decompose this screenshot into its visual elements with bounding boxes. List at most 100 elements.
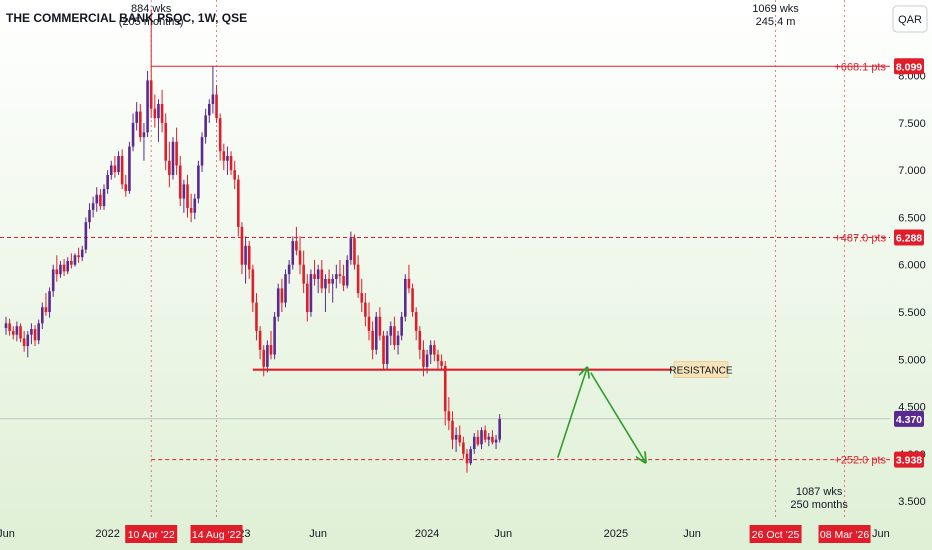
x-highlight-badge <box>818 525 871 543</box>
candle-body <box>258 330 262 350</box>
price-badge-label: 8.099 <box>896 61 922 73</box>
price-badge-label: 6.288 <box>896 232 922 244</box>
candle-body <box>305 283 309 312</box>
resistance-label-text: RESISTANCE <box>669 366 732 377</box>
chart-title: THE COMMERCIAL BANK PSQC, 1W, QSE <box>6 11 247 25</box>
candle-body <box>109 165 113 175</box>
candle-body <box>276 288 280 317</box>
candle-body <box>91 203 95 210</box>
x-highlight-label: 14 Aug '22 <box>192 529 241 541</box>
candle-body <box>48 291 51 312</box>
candle-body <box>160 104 164 123</box>
candle-body <box>62 264 66 272</box>
candle-body <box>244 245 247 265</box>
candle-body <box>425 354 429 367</box>
candle-body <box>389 326 393 336</box>
candle-body <box>153 108 157 119</box>
candle-body <box>371 330 374 350</box>
candle-body <box>51 269 55 292</box>
candle-body <box>498 418 501 440</box>
candle-body <box>26 334 30 347</box>
candle-body <box>44 307 48 312</box>
candle-body <box>73 255 77 265</box>
candle-body <box>120 156 124 185</box>
price-badge <box>894 451 924 468</box>
x-highlight-label: 10 Apr '22 <box>128 529 175 541</box>
candle-body <box>218 118 222 152</box>
candle-body <box>80 249 84 258</box>
candle-body <box>414 312 418 331</box>
candle-body <box>200 137 204 166</box>
candle-body <box>396 335 400 346</box>
candle-body <box>418 330 422 350</box>
candle-body <box>41 307 44 324</box>
y-tick-label: 5.500 <box>898 307 926 319</box>
candle-body <box>135 111 138 123</box>
candle-body <box>211 94 215 104</box>
level-annotation: +487.0 pts <box>834 232 886 244</box>
candle-body <box>164 122 168 161</box>
price-badge <box>894 229 924 246</box>
x-tick-label: 2024 <box>415 528 439 540</box>
candle-body <box>313 274 316 279</box>
candle-body <box>491 436 494 443</box>
currency-label: QAR <box>898 14 922 26</box>
candle-body <box>316 269 320 279</box>
level-annotation: +668.1 pts <box>834 61 886 73</box>
candle-body <box>331 278 334 284</box>
candle-body <box>298 250 302 265</box>
candle-body <box>117 156 120 173</box>
candle-body <box>11 330 15 335</box>
candle-body <box>487 436 491 440</box>
candle-body <box>451 420 454 440</box>
candle-body <box>186 184 189 208</box>
candle-body <box>284 274 287 303</box>
candle-body <box>193 198 197 213</box>
candle-body <box>374 316 378 350</box>
measure-label-line2: 245.4 m <box>756 16 796 28</box>
candle-body <box>70 260 73 265</box>
candle-body <box>480 430 483 445</box>
candle-body <box>37 323 40 341</box>
candle-body <box>324 278 327 289</box>
candle-body <box>229 156 233 171</box>
candle-body <box>465 453 469 464</box>
price-badge <box>894 58 924 75</box>
price-badge-label: 4.370 <box>896 414 922 426</box>
x-tick-label: Jun <box>494 528 512 540</box>
candle-body <box>364 302 367 317</box>
candle-body <box>422 349 425 367</box>
candle-body <box>429 345 433 355</box>
candle-body <box>139 111 142 138</box>
measure-label-line1: 884 wks <box>131 3 172 15</box>
candle-body <box>240 226 244 265</box>
y-tick-label: 6.000 <box>898 260 926 272</box>
x-tick-label: 2025 <box>604 528 628 540</box>
candle-body <box>469 449 472 464</box>
candle-body <box>171 141 175 175</box>
candle-body <box>269 345 273 355</box>
candle-body <box>131 122 135 147</box>
y-tick-label: 7.000 <box>898 165 926 177</box>
x-highlight-badge <box>190 525 243 543</box>
currency-button[interactable]: QAR <box>892 5 928 33</box>
candle-body <box>349 238 353 260</box>
candle-body <box>433 345 436 355</box>
candle-body <box>106 174 109 190</box>
candle-body <box>33 329 37 341</box>
price-badge-label: 3.938 <box>896 455 922 467</box>
candle-body <box>404 278 407 317</box>
candle-body <box>207 104 211 116</box>
x-tick-label: Jun <box>309 528 327 540</box>
candle-body <box>393 326 396 346</box>
y-tick-label: 3.500 <box>898 496 926 508</box>
candle-body <box>462 442 465 454</box>
candle-body <box>197 165 200 199</box>
candle-body <box>327 278 331 284</box>
candle-body <box>128 146 131 191</box>
measure-label-line2: 250 months <box>790 499 848 511</box>
candle-body <box>66 260 70 272</box>
candle-body <box>175 141 178 166</box>
